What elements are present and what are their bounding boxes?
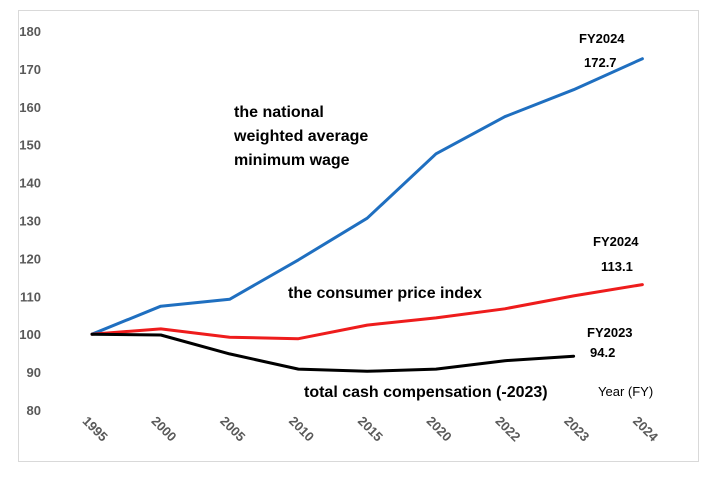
y-tick-label: 150 [19, 138, 41, 153]
x-tick-label: 1995 [80, 413, 111, 444]
series-lines [90, 57, 644, 373]
y-tick-label: 100 [19, 327, 41, 342]
x-tick-label: 2023 [561, 413, 592, 444]
series-label-line: weighted average [233, 128, 368, 145]
x-tick-label: 2000 [148, 413, 179, 444]
series-label-total-cash-compensation: total cash compensation (-2023) [304, 384, 548, 401]
y-tick-label: 90 [27, 365, 41, 380]
x-tick-label: 2015 [355, 413, 386, 444]
y-tick-label: 120 [19, 251, 41, 266]
series-labels: the national weighted average minimum wage… [233, 31, 653, 401]
y-tick-label: 80 [27, 403, 41, 418]
series-label-line: the national [234, 104, 324, 121]
series-label-cpi: the consumer price index [288, 285, 482, 302]
end-label-cpi-year: FY2024 [593, 234, 639, 249]
x-axis-title: Year (FY) [598, 384, 653, 399]
x-tick-label: 2005 [217, 413, 248, 444]
y-axis-ticks: 80 90 100 110 120 130 140 150 160 170 180 [19, 24, 41, 418]
end-label-minimum-wage-value: 172.7 [584, 55, 617, 70]
end-label-minimum-wage-year: FY2024 [579, 31, 625, 46]
end-label-cpi-value: 113.1 [601, 259, 633, 274]
x-tick-label: 2024 [630, 413, 662, 445]
series-label-line: minimum wage [234, 152, 350, 169]
x-tick-label: 2022 [492, 413, 523, 444]
x-tick-label: 2020 [424, 413, 455, 444]
y-tick-label: 160 [19, 100, 41, 115]
x-axis-ticks: 1995 2000 2005 2010 2015 2020 2022 2023 2024 [80, 413, 662, 445]
y-tick-label: 130 [19, 214, 41, 229]
y-tick-label: 180 [19, 24, 41, 39]
y-tick-label: 110 [20, 289, 41, 304]
end-label-compensation-value: 94.2 [590, 345, 615, 360]
series-label-minimum-wage: the national weighted average minimum wage [233, 104, 368, 169]
y-tick-label: 170 [19, 62, 41, 77]
chart-frame [18, 10, 699, 462]
y-tick-label: 140 [19, 176, 41, 191]
x-tick-label: 2010 [286, 413, 317, 444]
series-line-cpi [90, 283, 644, 341]
series-line-total-cash-compensation [90, 332, 576, 373]
series-line-minimum-wage [90, 57, 644, 336]
end-label-compensation-year: FY2023 [587, 325, 633, 340]
